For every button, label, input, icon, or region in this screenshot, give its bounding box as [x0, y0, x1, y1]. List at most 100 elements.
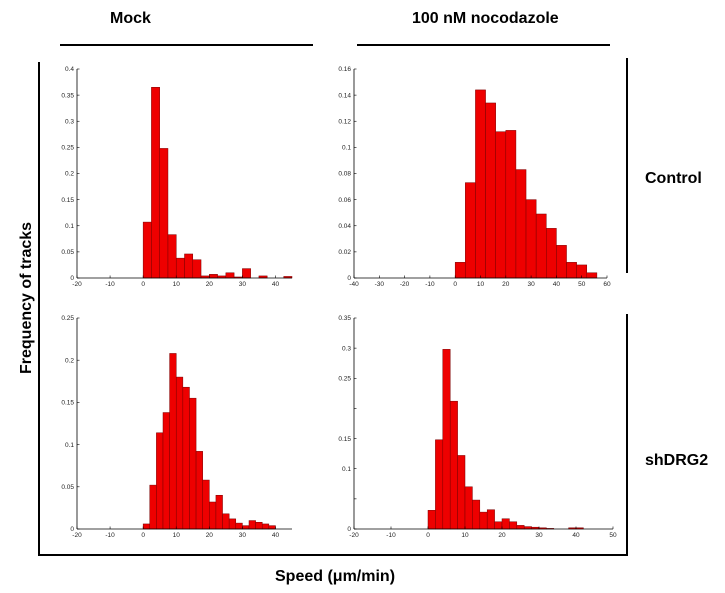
- y-tick-label: 0.02: [338, 249, 351, 256]
- y-tick-label: 0.16: [338, 66, 351, 73]
- histogram-nocodazole-control: -40 -30 -20 -10 0 10 20 30 40 50 60 0 0.02 0.04 0.06 0.…: [338, 66, 611, 288]
- histogram-bar: [516, 525, 525, 530]
- y-tick-label: 0.25: [61, 315, 74, 322]
- x-tick-label: 60: [603, 281, 611, 288]
- histogram-bar: [195, 451, 203, 530]
- histogram-bar: [242, 268, 251, 279]
- histogram-bar: [465, 182, 476, 279]
- y-tick-label: 0.04: [338, 223, 351, 230]
- x-tick-label: 0: [453, 281, 457, 288]
- x-tick-label: -10: [105, 281, 115, 288]
- y-tick-label: 0.12: [338, 118, 351, 125]
- y-tick-label: 0.1: [342, 145, 351, 152]
- histogram-bar: [479, 511, 488, 530]
- histogram-bar: [486, 509, 495, 530]
- histogram-bar: [501, 518, 510, 530]
- x-tick-label: 30: [527, 281, 535, 288]
- y-tick-label: 0.06: [338, 197, 351, 204]
- y-tick-label: 0.3: [65, 118, 74, 125]
- x-tick-label: 50: [578, 281, 586, 288]
- y-tick-label: 0: [347, 526, 351, 533]
- histogram-bar: [457, 455, 466, 530]
- x-tick-label: 30: [239, 281, 247, 288]
- column-divider-mock: [60, 44, 313, 46]
- y-tick-label: 0.35: [338, 315, 351, 322]
- x-tick-label: -20: [400, 281, 410, 288]
- column-divider-nocodazole: [357, 44, 610, 46]
- x-tick-label: -20: [72, 281, 82, 288]
- y-tick-label: 0.2: [65, 357, 74, 364]
- x-tick-label: 20: [206, 281, 214, 288]
- x-tick-label: 10: [173, 281, 181, 288]
- histogram-bar: [182, 386, 190, 530]
- histogram-bar: [586, 272, 598, 279]
- column-label-mock: Mock: [110, 10, 151, 27]
- histogram-bar: [189, 397, 197, 530]
- x-tick-label: -10: [105, 532, 115, 539]
- y-tick-label: 0.15: [61, 400, 74, 407]
- row-divider-shdrg2: [626, 314, 628, 555]
- x-tick-label: 10: [461, 532, 469, 539]
- histogram-bar: [235, 522, 243, 530]
- x-tick-label: 20: [498, 532, 506, 539]
- histogram-bar: [142, 523, 151, 530]
- histogram-bar: [427, 510, 436, 530]
- histogram-bar: [175, 376, 184, 530]
- histogram-bar: [494, 521, 503, 530]
- x-tick-label: -20: [349, 532, 359, 539]
- x-tick-label: 20: [206, 532, 214, 539]
- y-tick-label: 0.08: [338, 171, 351, 178]
- histogram-mock-shdrg2: -20 -10 0 10 20 30 40 0 0.05 0.1 0.15 0.2 0.25: [61, 315, 292, 539]
- histogram-bar: [162, 412, 170, 530]
- histogram-bar: [184, 253, 194, 279]
- histogram-bar: [175, 257, 185, 279]
- histogram-bar: [215, 494, 223, 530]
- histogram-bar: [535, 213, 547, 279]
- y-axis-title: Frequency of tracks: [18, 221, 35, 374]
- x-tick-label: 40: [572, 532, 580, 539]
- row-divider-control: [626, 58, 628, 273]
- column-label-nocodazole: 100 nM nocodazole: [412, 10, 559, 27]
- y-tick-label: 0.1: [65, 223, 74, 230]
- histogram-bar: [546, 228, 557, 279]
- histogram-bar: [169, 353, 177, 530]
- histogram-bar: [167, 234, 177, 279]
- x-tick-label: 30: [239, 532, 247, 539]
- x-tick-label: 0: [141, 281, 145, 288]
- histogram-bar: [261, 523, 270, 530]
- histogram-bar: [192, 259, 202, 279]
- histogram-bar: [209, 274, 218, 279]
- y-tick-label: 0.14: [338, 92, 351, 99]
- figure-left-bracket: [38, 62, 40, 556]
- y-tick-label: 0.1: [65, 442, 74, 449]
- x-tick-label: -10: [386, 532, 396, 539]
- histogram-bar: [151, 87, 160, 279]
- x-tick-label: 30: [535, 532, 543, 539]
- histogram-bar: [268, 525, 276, 530]
- x-tick-label: -40: [349, 281, 359, 288]
- histogram-bar: [509, 521, 518, 530]
- histogram-bar: [475, 89, 486, 279]
- histogram-bar: [556, 245, 567, 279]
- histogram-bar: [202, 479, 210, 530]
- histogram-bar: [142, 221, 152, 279]
- x-tick-label: 20: [502, 281, 510, 288]
- x-tick-label: 40: [553, 281, 561, 288]
- x-tick-label: 10: [173, 532, 181, 539]
- x-tick-label: -10: [425, 281, 435, 288]
- histogram-bar: [472, 499, 481, 530]
- y-tick-label: 0.4: [65, 66, 74, 73]
- x-tick-label: 50: [609, 532, 617, 539]
- y-tick-label: 0: [70, 526, 74, 533]
- histogram-bar: [454, 262, 466, 279]
- histogram-bar: [449, 400, 458, 530]
- histogram-bar: [442, 349, 451, 530]
- histogram-bar: [248, 520, 256, 530]
- histogram-bar: [495, 131, 507, 279]
- y-tick-label: 0.3: [342, 345, 351, 352]
- y-tick-label: 0.05: [61, 484, 74, 491]
- y-tick-label: 0: [347, 275, 351, 282]
- y-tick-label: 0.15: [338, 436, 351, 443]
- figure-bottom-bracket: [38, 554, 628, 556]
- x-tick-label: -20: [72, 532, 82, 539]
